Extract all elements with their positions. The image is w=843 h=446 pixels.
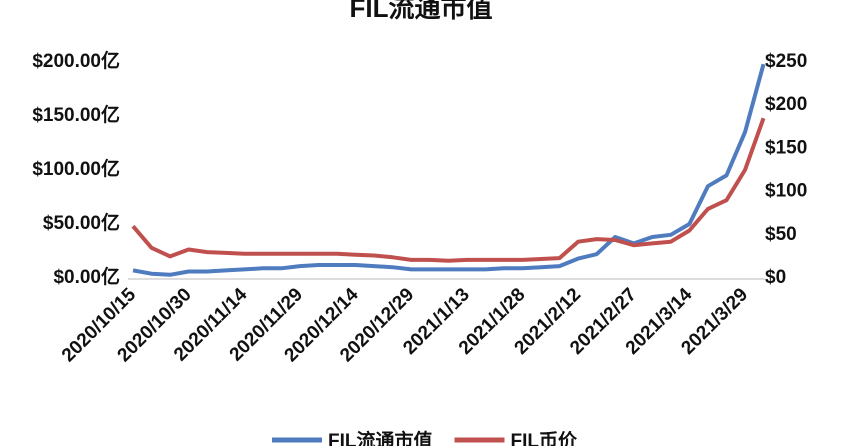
y-tick-label: $0.00亿 [53,265,120,288]
line-series [131,117,766,263]
line-series [132,63,766,277]
y-tick-label: $150.00亿 [32,103,120,126]
legend-label: FIL流通市值 [328,429,433,446]
chart-title: FIL流通市值 [350,0,493,23]
y2-tick-label: $200 [765,94,807,115]
y2-tick-label: $100 [765,181,807,202]
y-tick-label: $200.00亿 [32,49,120,72]
y-tick-label: $100.00亿 [32,157,120,180]
y2-tick-label: $0 [765,267,786,288]
y2-tick-label: $250 [765,51,807,72]
y-tick-label: $50.00亿 [43,211,120,234]
y2-tick-label: $50 [765,224,797,245]
y2-tick-label: $150 [765,137,807,158]
legend-label: FIL币价 [511,430,578,446]
